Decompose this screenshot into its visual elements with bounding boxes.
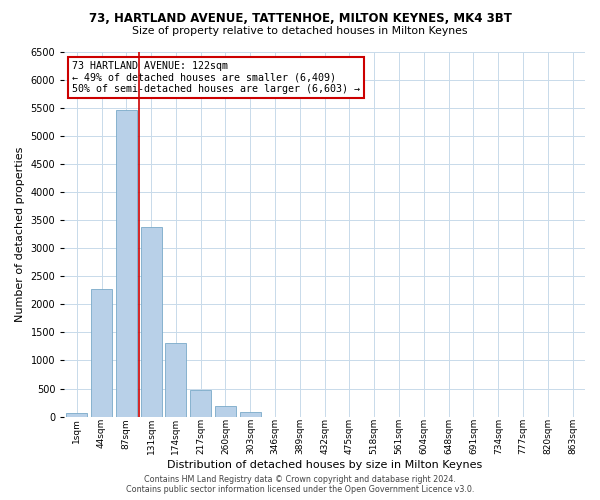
X-axis label: Distribution of detached houses by size in Milton Keynes: Distribution of detached houses by size … <box>167 460 482 470</box>
Text: Contains HM Land Registry data © Crown copyright and database right 2024.
Contai: Contains HM Land Registry data © Crown c… <box>126 474 474 494</box>
Y-axis label: Number of detached properties: Number of detached properties <box>15 146 25 322</box>
Bar <box>166 343 187 416</box>
Bar <box>240 412 261 416</box>
Bar <box>190 390 211 416</box>
Bar <box>140 227 161 416</box>
Bar <box>66 414 87 416</box>
Bar <box>91 288 112 416</box>
Text: 73 HARTLAND AVENUE: 122sqm
← 49% of detached houses are smaller (6,409)
50% of s: 73 HARTLAND AVENUE: 122sqm ← 49% of deta… <box>72 60 360 94</box>
Text: 73, HARTLAND AVENUE, TATTENHOE, MILTON KEYNES, MK4 3BT: 73, HARTLAND AVENUE, TATTENHOE, MILTON K… <box>89 12 511 26</box>
Bar <box>215 406 236 416</box>
Bar <box>116 110 137 416</box>
Text: Size of property relative to detached houses in Milton Keynes: Size of property relative to detached ho… <box>132 26 468 36</box>
